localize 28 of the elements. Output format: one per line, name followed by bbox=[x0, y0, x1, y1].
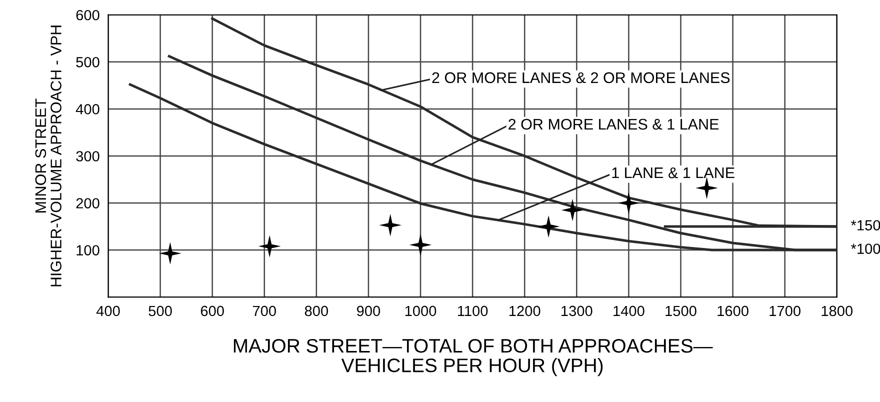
x-tick-label: 700 bbox=[252, 306, 276, 316]
y-tick-label: 300 bbox=[76, 151, 100, 162]
x-tick-label: 400 bbox=[96, 306, 120, 316]
y-tick-label: 500 bbox=[76, 57, 100, 68]
annotation: *150 bbox=[851, 220, 880, 230]
x-tick-label: 600 bbox=[200, 306, 224, 316]
x-tick-label: 1200 bbox=[510, 306, 540, 316]
annotation: 2 OR MORE LANES & 2 OR MORE LANES bbox=[432, 72, 730, 84]
x-tick-label: 1600 bbox=[718, 306, 748, 316]
y-tick-label: 600 bbox=[76, 10, 100, 20]
x-axis-title: MAJOR STREET—TOTAL OF BOTH APPROACHES— VEHICLES PER HOUR (VPH) bbox=[234, 338, 713, 376]
y-tick-label: 100 bbox=[76, 245, 100, 256]
x-tick-label: 900 bbox=[356, 306, 380, 316]
x-tick-label: 1400 bbox=[614, 306, 644, 316]
x-tick-label: 1000 bbox=[405, 306, 436, 316]
y-tick-label: 200 bbox=[76, 198, 100, 208]
y-axis-title: MINOR STREET HIGHER-VOLUME APPROACH - VPH bbox=[35, 26, 62, 286]
x-tick-label: 1800 bbox=[822, 306, 853, 316]
x-tick-label: 500 bbox=[148, 306, 172, 316]
annotation: *100 bbox=[851, 244, 880, 254]
x-tick-label: 1300 bbox=[562, 306, 592, 316]
y-tick-label: 400 bbox=[76, 104, 100, 114]
annotation: 2 OR MORE LANES & 1 LANE bbox=[508, 118, 719, 130]
x-tick-label: 800 bbox=[304, 306, 328, 316]
x-tick-label: 1500 bbox=[666, 306, 696, 316]
x-tick-label: 1700 bbox=[770, 306, 800, 316]
annotation: 1 LANE & 1 LANE bbox=[612, 167, 734, 178]
x-tick-label: 1100 bbox=[458, 306, 488, 316]
